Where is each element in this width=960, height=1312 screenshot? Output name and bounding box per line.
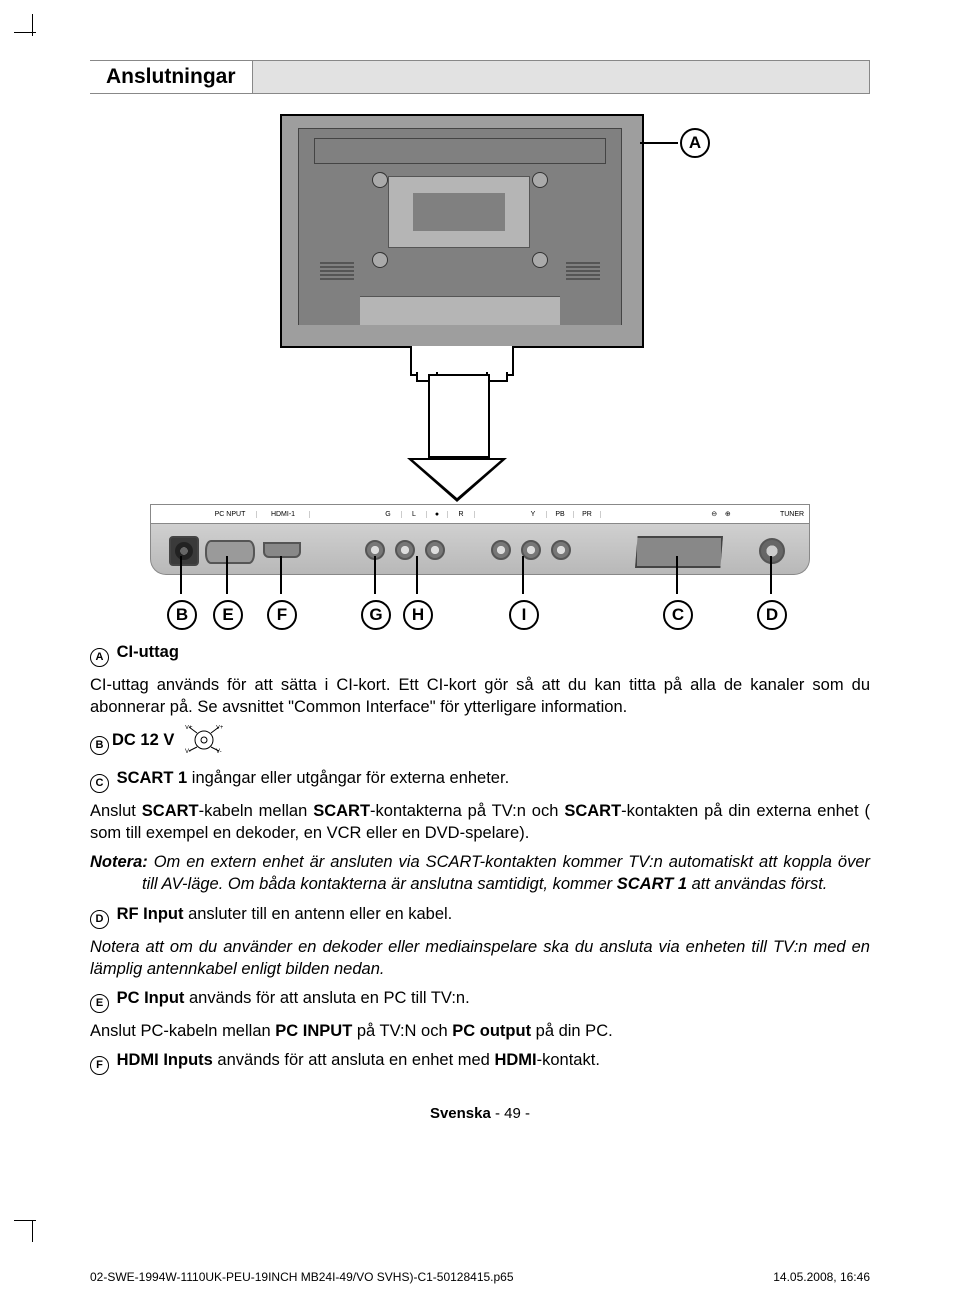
item-d-note: Notera att om du använder en dekoder ell… (90, 936, 870, 981)
item-a: A CI-uttag (90, 641, 870, 667)
body-text: A CI-uttag CI-uttag används för att sätt… (90, 641, 870, 1075)
svg-text:V+: V+ (185, 725, 193, 731)
port-tuner (759, 538, 785, 564)
label-g: G (361, 600, 391, 630)
label-a: A (680, 128, 710, 158)
page-footer: Svenska - 49 - (90, 1105, 870, 1122)
label-c: C (663, 600, 693, 630)
label-f: F (267, 600, 297, 630)
item-f: F HDMI Inputs används för att ansluta en… (90, 1049, 870, 1075)
port-scart (635, 536, 723, 568)
port-rca-pr (551, 540, 571, 560)
svg-text:V-: V- (185, 749, 191, 753)
port-panel: PC NPUT HDMI-1 G L ● R Y PB PR ⊖ ⊕ TUNER (150, 504, 810, 575)
tv-back-illustration (280, 114, 640, 374)
item-e: E PC Input används för att ansluta en PC… (90, 987, 870, 1013)
port-vga (205, 540, 255, 564)
section-header: Anslutningar (90, 60, 870, 94)
label-b: B (167, 600, 197, 630)
port-hdmi (263, 542, 301, 558)
port-rca-3 (425, 540, 445, 560)
item-c-para2: Anslut SCART-kabeln mellan SCART-kontakt… (90, 800, 870, 845)
port-rca-pb (521, 540, 541, 560)
svg-text:V-: V- (216, 749, 222, 753)
item-b: BDC 12 V V+ V+ V- V- (90, 725, 870, 759)
label-h: H (403, 600, 433, 630)
arrow-down-icon (428, 374, 507, 502)
item-a-text: CI-uttag används för att sätta i CI-kort… (90, 674, 870, 719)
port-label-hdmi: HDMI-1 (257, 511, 310, 518)
dc-plug-icon: V+ V+ V- V- (185, 725, 223, 759)
port-label-pc: PC NPUT (204, 511, 257, 518)
svg-text:V+: V+ (216, 725, 223, 731)
item-c-note: Notera: Om en extern enhet är ansluten v… (90, 851, 870, 896)
label-d: D (757, 600, 787, 630)
port-rca-y (491, 540, 511, 560)
section-title: Anslutningar (90, 60, 253, 94)
item-c: C SCART 1 ingångar eller utgångar för ex… (90, 767, 870, 793)
item-e-para2: Anslut PC-kabeln mellan PC INPUT på TV:N… (90, 1020, 870, 1042)
label-i: I (509, 600, 539, 630)
print-meta: 02-SWE-1994W-1110UK-PEU-19INCH MB24I-49/… (90, 1270, 870, 1284)
label-e: E (213, 600, 243, 630)
port-dc (169, 536, 199, 566)
diagram: A PC NPUT HDMI-1 G L ● R Y PB PR ⊖ (90, 104, 870, 634)
port-rca-r (395, 540, 415, 560)
item-d: D RF Input ansluter till en antenn eller… (90, 903, 870, 929)
